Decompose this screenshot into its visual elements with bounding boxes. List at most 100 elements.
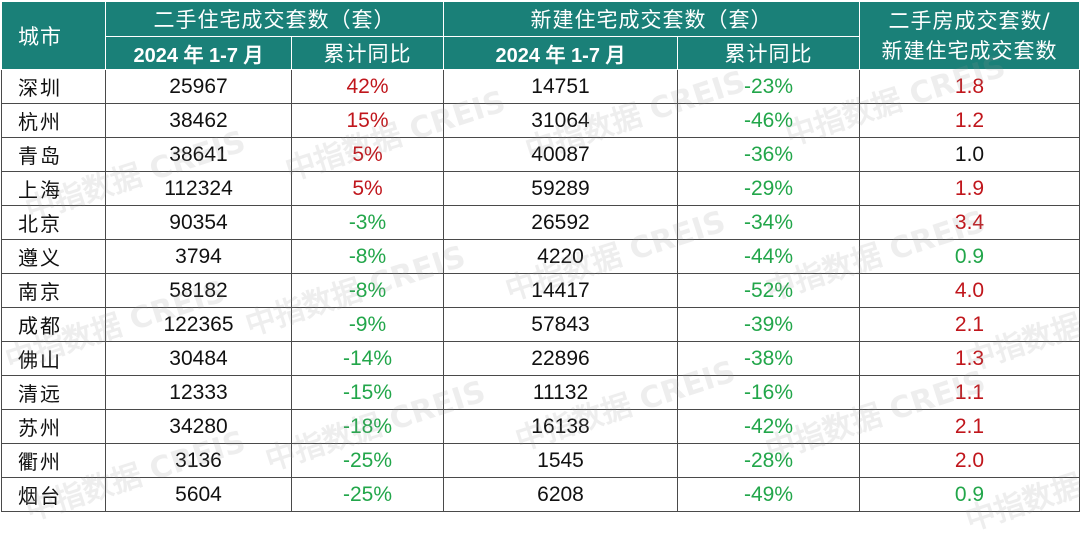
city-cell: 北京 [1,205,106,240]
ratio-cell: 0.9 [859,477,1080,512]
ratio-cell: 2.1 [859,409,1080,444]
new-home-count-cell: 1545 [443,443,678,478]
new-home-count-cell: 4220 [443,239,678,274]
second-hand-count-cell: 25967 [105,69,292,104]
second-hand-yoy-cell: -18% [291,409,444,444]
second-hand-period-header: 2024 年 1-7 月 [105,36,292,70]
second-hand-yoy-cell: 5% [291,171,444,206]
new-home-yoy-cell: -39% [677,307,860,342]
new-home-count-cell: 22896 [443,341,678,376]
city-cell: 清远 [1,375,106,410]
ratio-cell: 2.1 [859,307,1080,342]
city-cell: 遵义 [1,239,106,274]
city-cell: 南京 [1,273,106,308]
new-home-yoy-cell: -29% [677,171,860,206]
new-home-count-cell: 6208 [443,477,678,512]
second-hand-yoy-cell: 42% [291,69,444,104]
ratio-cell: 1.2 [859,103,1080,138]
ratio-cell: 1.9 [859,171,1080,206]
second-hand-count-cell: 3136 [105,443,292,478]
city-cell: 成都 [1,307,106,342]
new-home-yoy-cell: -46% [677,103,860,138]
new-home-group-header: 新建住宅成交套数（套） [443,1,860,37]
city-cell: 深圳 [1,69,106,104]
new-home-yoy-cell: -38% [677,341,860,376]
new-home-yoy-cell: -34% [677,205,860,240]
table-body: 深圳 25967 42% 14751 -23% 1.8 杭州 38462 15% 31064 -46… [1,69,1080,512]
new-home-count-cell: 31064 [443,103,678,138]
second-hand-yoy-cell: -8% [291,239,444,274]
second-hand-count-cell: 34280 [105,409,292,444]
city-cell: 苏州 [1,409,106,444]
new-home-yoy-cell: -49% [677,477,860,512]
ratio-cell: 1.1 [859,375,1080,410]
second-hand-count-cell: 38641 [105,137,292,172]
new-home-yoy-cell: -23% [677,69,860,104]
ratio-header: 二手房成交套数/ 新建住宅成交套数 [859,1,1080,70]
city-cell: 青岛 [1,137,106,172]
second-hand-yoy-cell: -15% [291,375,444,410]
table-row: 遵义 3794 -8% 4220 -44% 0.9 [1,239,1080,274]
table-row: 烟台 5604 -25% 6208 -49% 0.9 [1,477,1080,512]
second-hand-yoy-cell: 5% [291,137,444,172]
new-home-yoy-cell: -36% [677,137,860,172]
second-hand-yoy-header: 累计同比 [291,36,444,70]
table-row: 深圳 25967 42% 14751 -23% 1.8 [1,69,1080,104]
table-row: 清远 12333 -15% 11132 -16% 1.1 [1,375,1080,410]
new-home-period-header: 2024 年 1-7 月 [443,36,678,70]
new-home-count-cell: 11132 [443,375,678,410]
new-home-yoy-cell: -44% [677,239,860,274]
second-hand-yoy-cell: -3% [291,205,444,240]
second-hand-count-cell: 38462 [105,103,292,138]
new-home-yoy-cell: -28% [677,443,860,478]
housing-transactions-table: 城市 二手住宅成交套数（套） 新建住宅成交套数（套） 二手房成交套数/ 新建住宅… [1,1,1080,512]
ratio-cell: 2.0 [859,443,1080,478]
new-home-count-cell: 16138 [443,409,678,444]
new-home-count-cell: 40087 [443,137,678,172]
second-hand-yoy-cell: -14% [291,341,444,376]
table-row: 成都 122365 -9% 57843 -39% 2.1 [1,307,1080,342]
second-hand-yoy-cell: 15% [291,103,444,138]
table-row: 苏州 34280 -18% 16138 -42% 2.1 [1,409,1080,444]
new-home-count-cell: 26592 [443,205,678,240]
table-row: 佛山 30484 -14% 22896 -38% 1.3 [1,341,1080,376]
table-row: 衢州 3136 -25% 1545 -28% 2.0 [1,443,1080,478]
ratio-cell: 1.8 [859,69,1080,104]
ratio-cell: 1.0 [859,137,1080,172]
new-home-yoy-header: 累计同比 [677,36,860,70]
new-home-count-cell: 14417 [443,273,678,308]
second-hand-yoy-cell: -25% [291,477,444,512]
second-hand-count-cell: 90354 [105,205,292,240]
city-cell: 佛山 [1,341,106,376]
second-hand-yoy-cell: -25% [291,443,444,478]
new-home-yoy-cell: -52% [677,273,860,308]
new-home-yoy-cell: -42% [677,409,860,444]
ratio-header-line1: 二手房成交套数/ [888,8,1051,33]
second-hand-group-header: 二手住宅成交套数（套） [105,1,444,37]
new-home-yoy-cell: -16% [677,375,860,410]
second-hand-count-cell: 12333 [105,375,292,410]
city-cell: 衢州 [1,443,106,478]
table-row: 杭州 38462 15% 31064 -46% 1.2 [1,103,1080,138]
table-row: 北京 90354 -3% 26592 -34% 3.4 [1,205,1080,240]
second-hand-count-cell: 3794 [105,239,292,274]
second-hand-yoy-cell: -9% [291,307,444,342]
new-home-count-cell: 57843 [443,307,678,342]
ratio-cell: 3.4 [859,205,1080,240]
new-home-count-cell: 14751 [443,69,678,104]
ratio-cell: 4.0 [859,273,1080,308]
ratio-header-line2: 新建住宅成交套数 [881,38,1058,63]
city-header: 城市 [1,1,106,70]
table-row: 上海 112324 5% 59289 -29% 1.9 [1,171,1080,206]
ratio-cell: 1.3 [859,341,1080,376]
ratio-cell: 0.9 [859,239,1080,274]
city-cell: 烟台 [1,477,106,512]
new-home-count-cell: 59289 [443,171,678,206]
table-row: 青岛 38641 5% 40087 -36% 1.0 [1,137,1080,172]
second-hand-count-cell: 30484 [105,341,292,376]
second-hand-count-cell: 122365 [105,307,292,342]
city-cell: 杭州 [1,103,106,138]
second-hand-yoy-cell: -8% [291,273,444,308]
second-hand-count-cell: 58182 [105,273,292,308]
table-row: 南京 58182 -8% 14417 -52% 4.0 [1,273,1080,308]
